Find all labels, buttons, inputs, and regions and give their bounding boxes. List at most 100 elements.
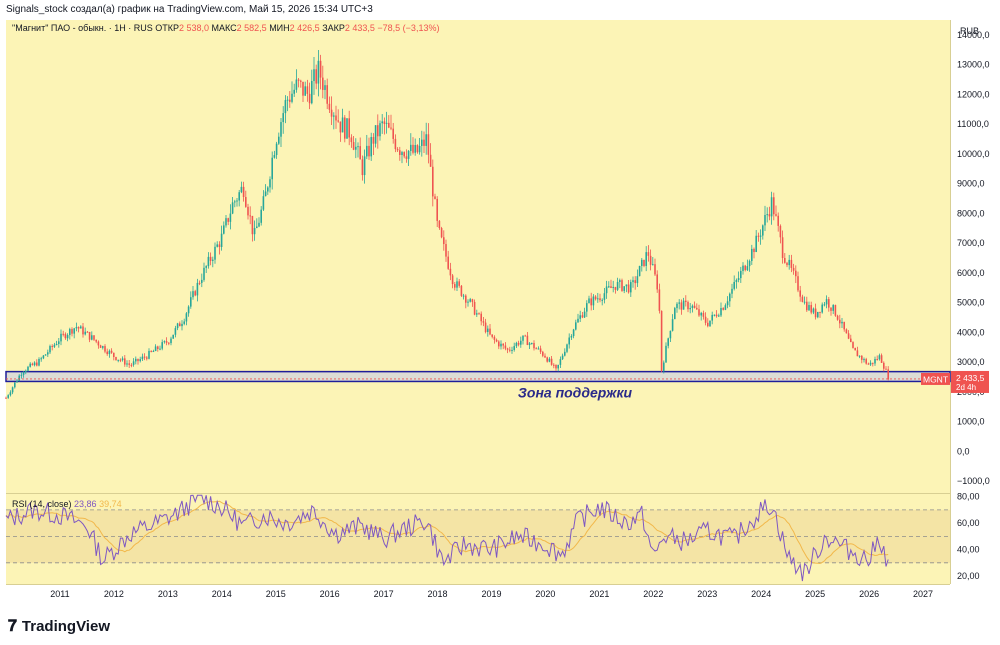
candle-body <box>148 350 150 359</box>
candle-body <box>427 134 430 155</box>
candle-body <box>647 252 650 256</box>
candle-body <box>260 209 262 223</box>
candle-body <box>553 364 555 366</box>
candle-body <box>40 358 42 360</box>
candle-body <box>91 335 93 340</box>
price-tick-label: 8000,0 <box>957 208 985 218</box>
candle-body <box>207 256 210 267</box>
candle-body <box>64 333 67 339</box>
candle-body <box>154 346 157 352</box>
candle-body <box>75 326 78 329</box>
candle-body <box>220 233 223 248</box>
time-tick-label: 2021 <box>589 589 609 599</box>
candle-body <box>834 305 837 316</box>
candle-body <box>757 235 760 237</box>
candle-body <box>297 79 300 81</box>
candle-body <box>788 259 790 266</box>
candle-body <box>293 89 295 94</box>
candle-body <box>190 297 192 307</box>
candle-body <box>44 354 47 356</box>
candle-body <box>198 282 201 284</box>
last-price-countdown: 2d 4h <box>956 383 976 392</box>
candle-body <box>405 156 408 159</box>
candle-body <box>33 362 36 366</box>
candle-body <box>234 201 236 203</box>
price-tick-label: 11000,0 <box>957 119 989 129</box>
candle-body <box>469 299 471 302</box>
candle-body <box>858 355 861 357</box>
ticker-badge-label: MGNT <box>923 374 948 384</box>
candle-body <box>11 387 14 393</box>
candle-body <box>493 336 496 340</box>
candle-body <box>196 282 199 296</box>
candle-body <box>377 125 379 137</box>
price-tick-label: 5000,0 <box>957 298 985 308</box>
tradingview-logo[interactable]: 𝟕 TradingView <box>8 616 110 636</box>
candle-body <box>502 343 504 346</box>
time-tick-label: 2019 <box>481 589 501 599</box>
candle-body <box>165 341 168 343</box>
candle-body <box>119 359 122 361</box>
candle-body <box>550 358 553 365</box>
candle-body <box>795 270 797 277</box>
candle-body <box>759 235 762 237</box>
candle-body <box>713 314 716 316</box>
candle-body <box>636 276 639 284</box>
candle-body <box>887 369 889 380</box>
candle-body <box>744 265 746 271</box>
candle-body <box>561 355 564 360</box>
legend-part: ЗАКР <box>322 23 345 33</box>
candle-body <box>108 350 111 355</box>
price-tick-label: 9000,0 <box>957 179 985 189</box>
candle-body <box>885 368 887 370</box>
rsi-ma-line <box>5 500 889 565</box>
candle-body <box>130 364 133 366</box>
candle-body <box>454 284 456 288</box>
candle-body <box>227 218 229 222</box>
candle-body <box>291 93 293 102</box>
candle-body <box>117 359 119 361</box>
candle-body <box>630 282 632 293</box>
candle-body <box>62 333 64 335</box>
candle-body <box>42 355 45 359</box>
candle-body <box>443 237 445 245</box>
candle-body <box>845 329 848 334</box>
candle-body <box>366 145 368 157</box>
candle-body <box>143 356 146 358</box>
candle-body <box>159 348 161 350</box>
candle-body <box>506 348 509 350</box>
candle-body <box>489 328 491 335</box>
candle-body <box>847 333 850 339</box>
candle-body <box>564 351 566 356</box>
candle-body <box>93 335 95 340</box>
candle-body <box>95 339 97 342</box>
candle-body <box>5 397 7 399</box>
time-tick-label: 2024 <box>751 589 771 599</box>
candle-body <box>808 305 810 311</box>
candle-body <box>192 291 194 298</box>
candle-body <box>256 226 258 229</box>
candle-body <box>194 291 196 296</box>
candle-body <box>203 267 205 280</box>
candle-body <box>60 333 62 342</box>
candle-body <box>702 312 705 317</box>
candle-body <box>594 296 597 300</box>
candle-body <box>99 345 102 348</box>
candle-body <box>36 362 38 366</box>
tradingview-logo-icon: 𝟕 <box>8 616 17 635</box>
candle-body <box>867 363 870 365</box>
candle-body <box>623 286 625 291</box>
candle-body <box>374 125 377 144</box>
time-tick-label: 2025 <box>805 589 825 599</box>
candle-body <box>218 244 221 248</box>
candle-body <box>295 79 298 90</box>
candle-body <box>634 280 636 284</box>
candle-body <box>390 127 392 129</box>
candle-body <box>16 380 18 383</box>
candle-body <box>399 150 401 155</box>
candle-body <box>579 315 581 319</box>
candle-body <box>645 252 647 266</box>
candle-body <box>445 244 447 257</box>
candle-body <box>317 60 320 84</box>
